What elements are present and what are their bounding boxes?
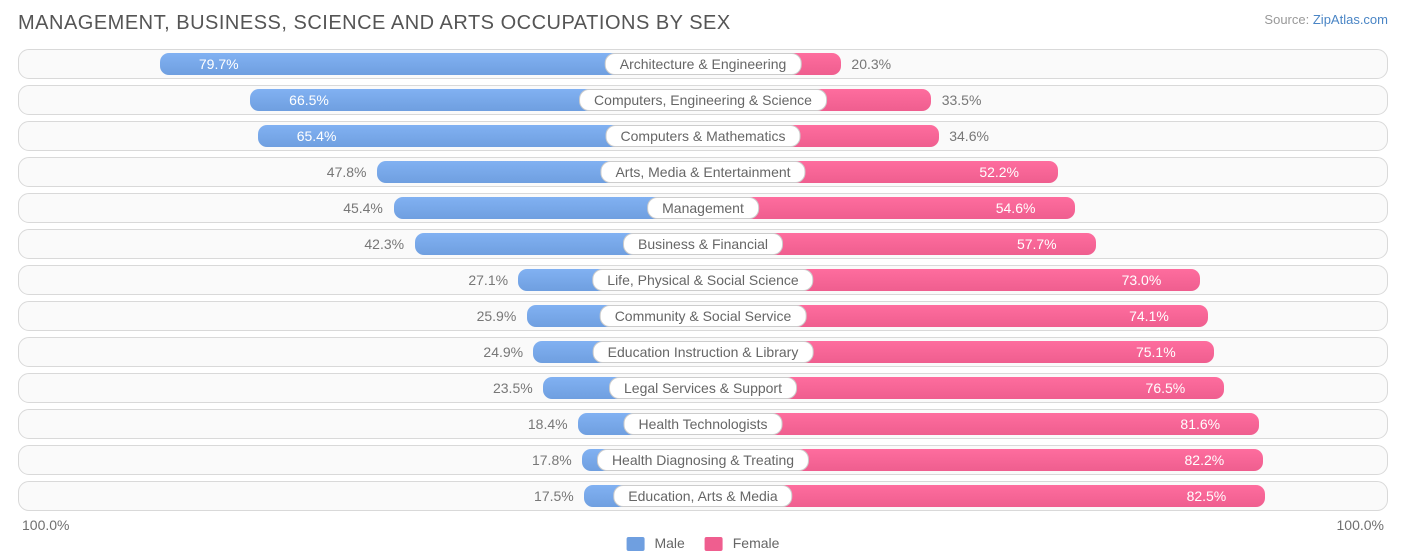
chart-row: Life, Physical & Social Science 27.1% 73.0… xyxy=(18,265,1388,295)
chart-row: Business & Financial 42.3% 57.7% xyxy=(18,229,1388,259)
male-percent-label: 47.8% xyxy=(327,164,367,180)
row-category-label: Computers, Engineering & Science xyxy=(579,89,827,111)
female-percent-label: 82.5% xyxy=(1187,488,1227,504)
male-percent-label: 18.4% xyxy=(528,416,568,432)
row-category-label: Community & Social Service xyxy=(600,305,807,327)
male-percent-label: 24.9% xyxy=(483,344,523,360)
male-percent-label: 65.4% xyxy=(297,128,337,144)
female-swatch-icon xyxy=(705,537,723,551)
row-category-label: Legal Services & Support xyxy=(609,377,797,399)
male-percent-label: 17.8% xyxy=(532,452,572,468)
row-category-label: Health Diagnosing & Treating xyxy=(597,449,809,471)
male-percent-label: 66.5% xyxy=(289,92,329,108)
diverging-bar-chart: Architecture & Engineering 79.7% 20.3% Comp… xyxy=(18,49,1388,511)
female-percent-label: 75.1% xyxy=(1136,344,1176,360)
chart-row: Architecture & Engineering 79.7% 20.3% xyxy=(18,49,1388,79)
axis-right-label: 100.0% xyxy=(1337,517,1384,533)
chart-header: MANAGEMENT, BUSINESS, SCIENCE AND ARTS O… xyxy=(18,12,1388,35)
legend: Male Female xyxy=(627,535,780,551)
row-category-label: Education, Arts & Media xyxy=(613,485,792,507)
chart-source: Source: ZipAtlas.com xyxy=(1264,12,1388,27)
source-name: ZipAtlas.com xyxy=(1313,12,1388,27)
female-bar xyxy=(703,413,1259,435)
male-percent-label: 42.3% xyxy=(364,236,404,252)
chart-row: Education Instruction & Library 24.9% 75.1… xyxy=(18,337,1388,367)
female-percent-label: 54.6% xyxy=(996,200,1036,216)
female-percent-label: 76.5% xyxy=(1146,380,1186,396)
chart-row: Management 45.4% 54.6% xyxy=(18,193,1388,223)
chart-row: Community & Social Service 25.9% 74.1% xyxy=(18,301,1388,331)
legend-male: Male xyxy=(627,535,685,551)
male-percent-label: 23.5% xyxy=(493,380,533,396)
axis-left-label: 100.0% xyxy=(22,517,69,533)
female-percent-label: 34.6% xyxy=(949,128,989,144)
chart-row: Legal Services & Support 23.5% 76.5% xyxy=(18,373,1388,403)
legend-female: Female xyxy=(705,535,780,551)
male-percent-label: 25.9% xyxy=(477,308,517,324)
row-category-label: Arts, Media & Entertainment xyxy=(600,161,805,183)
female-percent-label: 20.3% xyxy=(851,56,891,72)
row-category-label: Health Technologists xyxy=(624,413,783,435)
chart-title: MANAGEMENT, BUSINESS, SCIENCE AND ARTS O… xyxy=(18,12,731,35)
male-swatch-icon xyxy=(627,537,645,551)
male-percent-label: 17.5% xyxy=(534,488,574,504)
row-category-label: Management xyxy=(647,197,759,219)
male-percent-label: 27.1% xyxy=(468,272,508,288)
female-percent-label: 52.2% xyxy=(979,164,1019,180)
chart-row: Health Technologists 18.4% 81.6% xyxy=(18,409,1388,439)
male-percent-label: 79.7% xyxy=(199,56,239,72)
chart-row: Computers & Mathematics 65.4% 34.6% xyxy=(18,121,1388,151)
female-percent-label: 82.2% xyxy=(1185,452,1225,468)
female-percent-label: 81.6% xyxy=(1180,416,1220,432)
axis-labels: 100.0% 100.0% xyxy=(18,517,1388,533)
female-percent-label: 73.0% xyxy=(1122,272,1162,288)
legend-female-label: Female xyxy=(733,535,780,551)
female-percent-label: 57.7% xyxy=(1017,236,1057,252)
chart-row: Health Diagnosing & Treating 17.8% 82.2% xyxy=(18,445,1388,475)
female-percent-label: 33.5% xyxy=(942,92,982,108)
female-percent-label: 74.1% xyxy=(1129,308,1169,324)
row-category-label: Architecture & Engineering xyxy=(605,53,802,75)
chart-row: Arts, Media & Entertainment 47.8% 52.2% xyxy=(18,157,1388,187)
row-category-label: Education Instruction & Library xyxy=(593,341,814,363)
legend-male-label: Male xyxy=(654,535,684,551)
row-category-label: Business & Financial xyxy=(623,233,783,255)
row-category-label: Computers & Mathematics xyxy=(606,125,801,147)
source-label: Source: xyxy=(1264,12,1309,27)
male-percent-label: 45.4% xyxy=(343,200,383,216)
row-category-label: Life, Physical & Social Science xyxy=(592,269,813,291)
chart-row: Computers, Engineering & Science 66.5% 33.… xyxy=(18,85,1388,115)
chart-row: Education, Arts & Media 17.5% 82.5% xyxy=(18,481,1388,511)
